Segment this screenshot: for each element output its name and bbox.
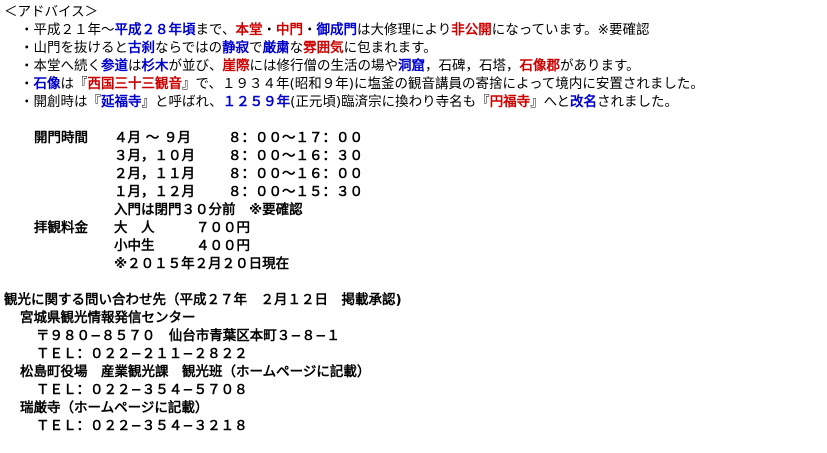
advice-segment: ・山門を抜けると [20,40,128,56]
advice-segment: されました。 [597,94,679,110]
advice-segment: ・開創時は『 [20,94,101,110]
hours-note: 入門は閉門３０分前 ※要確認 [114,202,303,218]
advice-segment: (正元頃)臨済宗に換わり寺名も『 [290,94,490,110]
advice-line: ・開創時は『延福寺』と呼ばれ、１２５９年(正元頃)臨済宗に換わり寺名も『円福寺』… [20,94,678,111]
fees-label: 拝観料金 [34,220,88,236]
advice-segment: 平成２８年頃 [114,22,196,38]
advice-line: ・本堂へ続く参道は杉木が並び、崖際には修行僧の生活の場や洞窟，石碑，石塔，石像郡… [20,58,640,75]
advice-line: ・平成２１年〜平成２８年頃まで、本堂・中門・御成門は大修理により非公開になってい… [20,22,650,39]
advice-segment: 』で、１９３４年(昭和９年)に塩釜の観音講員の寄捨によって境内に安置されました。 [182,76,704,92]
advice-segment: 石像 [33,76,61,92]
contact-heading: 観光に関する問い合わせ先（平成２７年 ２月１２日 掲載承認) [4,292,402,308]
hours-month: ３月，１０月 [114,148,195,164]
advice-segment: 厳粛 [262,40,290,56]
advice-segment: は大修理により [356,22,452,38]
hours-time: ８：００〜１７：００ [228,130,363,146]
advice-segment: ・平成２１年〜 [20,22,115,38]
advice-segment: ・ [262,22,276,38]
advice-segment: ならではの [155,40,223,56]
hours-time: ８：００〜１６：００ [228,166,363,182]
fee-price: ４００円 [196,238,250,254]
advice-segment: ，石碑，石塔， [425,58,520,74]
contact-org2-tel: ＴＥＬ：０２２−３５４−５７０８ [36,382,248,398]
advice-segment: 杉木 [141,58,169,74]
fee-type: 小中生 [114,238,155,254]
contact-org1-tel: ＴＥＬ：０２２−２１１−２８２２ [36,346,248,362]
advice-segment: 非公開 [451,22,492,38]
advice-segment: まで、 [195,22,236,38]
advice-segment: 本堂 [235,22,263,38]
hours-label: 開門時間 [34,130,88,146]
advice-segment: １２５９年 [222,94,291,110]
fee-type: 大 人 [114,220,155,236]
advice-segment: 静寂 [222,40,250,56]
advice-heading: ＜アドバイス＞ [4,4,99,20]
hours-month: ４月 〜 ９月 [114,130,191,146]
advice-segment: が並び、 [168,58,223,74]
advice-segment: 参道 [101,58,128,74]
advice-segment: 中門 [275,22,303,38]
advice-line: ・石像は『西国三十三観音』で、１９３４年(昭和９年)に塩釜の観音講員の寄捨によっ… [20,76,704,93]
advice-segment: 洞窟 [398,58,425,74]
fee-price: ７００円 [196,220,250,236]
advice-segment: には修行僧の生活の場や [249,58,399,74]
advice-segment: ・ [302,22,317,38]
hours-time: ８：００〜１６：３０ [228,148,363,164]
contact-org1-name: 宮城県観光情報発信センター [20,310,196,326]
advice-segment: 石像郡 [519,58,561,74]
hours-month: ２月，１１月 [114,166,195,182]
advice-segment: は [128,58,142,74]
advice-segment: 』と呼ばれ、 [141,94,223,110]
fees-note: ※２０１５年２月２０日現在 [114,256,290,272]
advice-segment: があります。 [560,58,640,74]
advice-segment: 』へと [530,94,571,110]
contact-org2-name: 松島町役場 産業観光課 観光班（ホームページに記載） [20,364,371,380]
contact-org3-name: 瑞厳寺（ホームページに記載） [20,400,209,416]
advice-segment: は『 [60,76,88,92]
advice-segment: 改名 [570,94,598,110]
advice-segment: 延福寺 [101,94,142,110]
advice-segment: 御成門 [316,22,357,38]
advice-segment: ・ [20,76,34,92]
advice-segment: 円福寺 [489,94,531,110]
contact-org1-address: 〒９８０−８５７０ 仙台市青葉区本町３−８−１ [36,328,340,344]
advice-segment: ・本堂へ続く [20,58,101,74]
advice-segment: 古刹 [128,40,155,56]
advice-segment: 崖際 [222,58,250,74]
advice-line: ・山門を抜けると古刹ならではの静寂で厳粛な雰囲気に包まれます。 [20,40,437,57]
contact-org3-tel: ＴＥＬ：０２２−３５４−３２１８ [36,418,248,434]
advice-segment: 雰囲気 [303,40,344,56]
advice-segment: 西国三十三観音 [87,76,183,92]
advice-segment: で [249,40,263,56]
advice-segment: な [289,40,304,56]
advice-segment: になっています。※要確認 [491,22,650,38]
advice-segment: に包まれます。 [343,40,437,56]
hours-month: １月，１２月 [114,184,195,200]
hours-time: ８：００〜１５：３０ [228,184,363,200]
